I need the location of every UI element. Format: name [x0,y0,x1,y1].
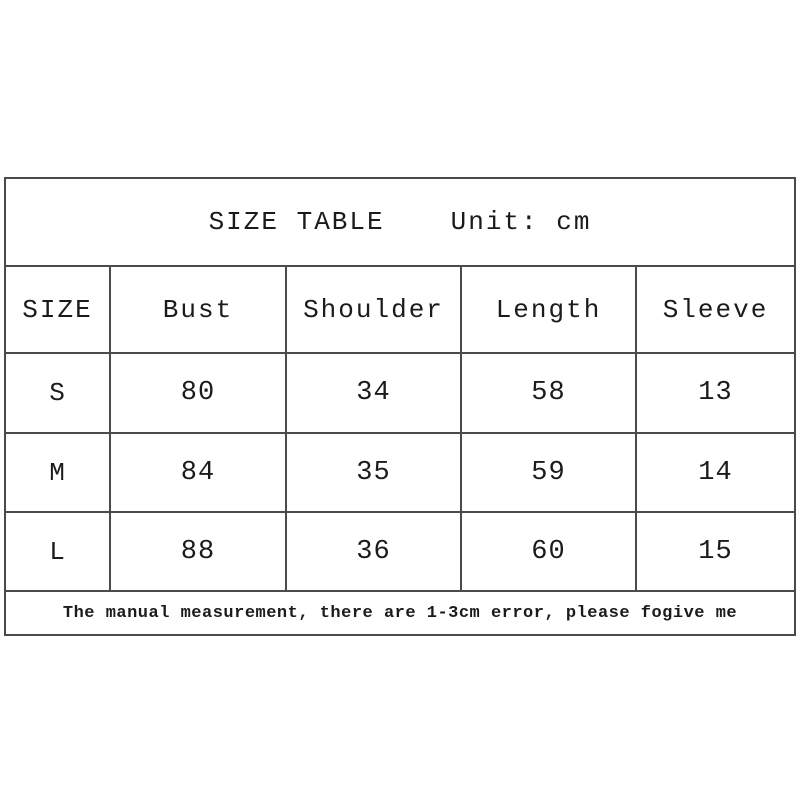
shoulder-value: 34 [285,352,462,434]
length-value: 58 [460,352,637,434]
bust-value: 88 [109,511,287,592]
measurement-note: The manual measurement, there are 1-3cm … [3,590,797,636]
table-title: SIZE TABLE [208,207,385,237]
column-header-sleeve: Sleeve [634,265,797,354]
column-header-size: SIZE [4,265,111,354]
size-label: S [4,352,111,434]
column-header-bust: Bust [109,265,287,354]
size-table: SIZE TABLE Unit: cm SIZE Bust Shoulder L… [3,177,797,636]
bust-value: 84 [109,432,287,513]
size-label: M [4,432,111,513]
size-label: L [4,511,111,592]
footer-row: The manual measurement, there are 1-3cm … [3,590,797,636]
table-row-m: M 84 35 59 14 [4,432,797,513]
sleeve-value: 14 [634,432,797,513]
shoulder-value: 35 [285,432,462,513]
sleeve-value: 15 [634,511,797,592]
bust-value: 80 [109,352,287,434]
header-row: SIZE Bust Shoulder Length Sleeve [4,265,797,354]
title-cell: SIZE TABLE Unit: cm [3,177,797,267]
column-header-length: Length [460,265,637,354]
unit-label: Unit: cm [450,207,592,237]
title-row: SIZE TABLE Unit: cm [3,177,797,267]
shoulder-value: 36 [285,511,462,592]
table-row-s: S 80 34 58 13 [4,352,797,434]
length-value: 59 [460,432,637,513]
title-line: SIZE TABLE Unit: cm [7,207,793,237]
sleeve-value: 13 [634,352,797,434]
column-header-shoulder: Shoulder [285,265,462,354]
length-value: 60 [460,511,637,592]
table-row-l: L 88 36 60 15 [4,511,797,592]
